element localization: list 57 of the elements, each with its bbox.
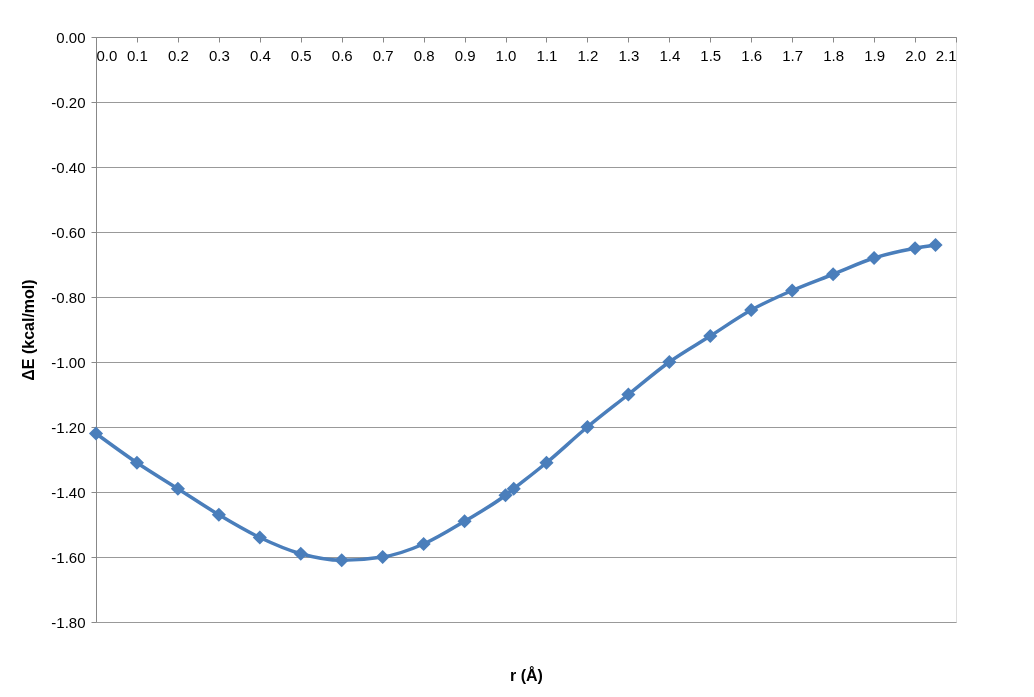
x-tick-label: 0.8 [413, 46, 435, 64]
x-tick-label: 1.6 [741, 46, 763, 64]
x-tick-label: 0.5 [290, 46, 312, 64]
point [928, 237, 943, 253]
x-tick-label: 0.0 [96, 46, 118, 64]
x-tick-label: 1.1 [536, 46, 558, 64]
x-tick-label: 1.3 [618, 46, 640, 64]
point [211, 507, 226, 522]
point [580, 419, 595, 435]
y-tick-label: 0.00 [56, 28, 86, 46]
y-tick-label: -1.20 [51, 418, 86, 436]
point [334, 553, 349, 568]
point [826, 267, 841, 282]
y-axis-title: ΔE (kcal/mol) [20, 279, 38, 381]
point [506, 481, 521, 496]
x-tick-label: 0.9 [454, 46, 476, 64]
x-tick-label: 1.5 [700, 46, 722, 64]
point [457, 514, 472, 529]
y-tick-label: -0.80 [51, 288, 86, 306]
y-tick-label: -1.60 [51, 548, 86, 566]
point [621, 387, 636, 402]
point [170, 481, 185, 496]
x-tick-label: 0.1 [127, 46, 148, 64]
y-tick-label: -1.80 [51, 613, 86, 631]
point [539, 455, 554, 470]
point [744, 302, 759, 318]
x-tick-label: 0.2 [167, 46, 189, 64]
point [375, 549, 390, 565]
point [867, 250, 882, 266]
point [416, 536, 431, 552]
y-tick-label: -1.40 [51, 483, 86, 501]
x-tick-label: 1.8 [823, 46, 845, 64]
x-tick-label: 0.4 [249, 46, 271, 64]
point [252, 530, 267, 545]
x-tick-label: 0.6 [331, 46, 353, 64]
x-tick-label: 1.9 [864, 46, 886, 64]
x-axis-title: r (Å) [510, 665, 543, 684]
x-tick-label: 2.1 [935, 46, 957, 64]
y-tick-label: -0.40 [51, 158, 86, 176]
y-tick-label: -0.60 [51, 223, 86, 241]
point [703, 328, 718, 344]
y-tick-label: -1.00 [51, 353, 86, 371]
x-tick-label: 1.0 [495, 46, 517, 64]
point [907, 241, 923, 256]
x-tick-label: 0.7 [372, 46, 394, 64]
point [88, 426, 104, 441]
point [498, 488, 513, 503]
x-tick-label: 1.7 [782, 46, 804, 64]
point [785, 283, 800, 298]
x-tick-label: 0.3 [208, 46, 230, 64]
point [662, 354, 677, 370]
y-tick-label: -0.20 [51, 93, 86, 111]
x-tick-label: 2.0 [905, 46, 926, 64]
x-tick-label: 1.4 [659, 46, 681, 64]
point [293, 546, 308, 561]
point [129, 455, 145, 470]
x-tick-label: 1.2 [577, 46, 599, 64]
